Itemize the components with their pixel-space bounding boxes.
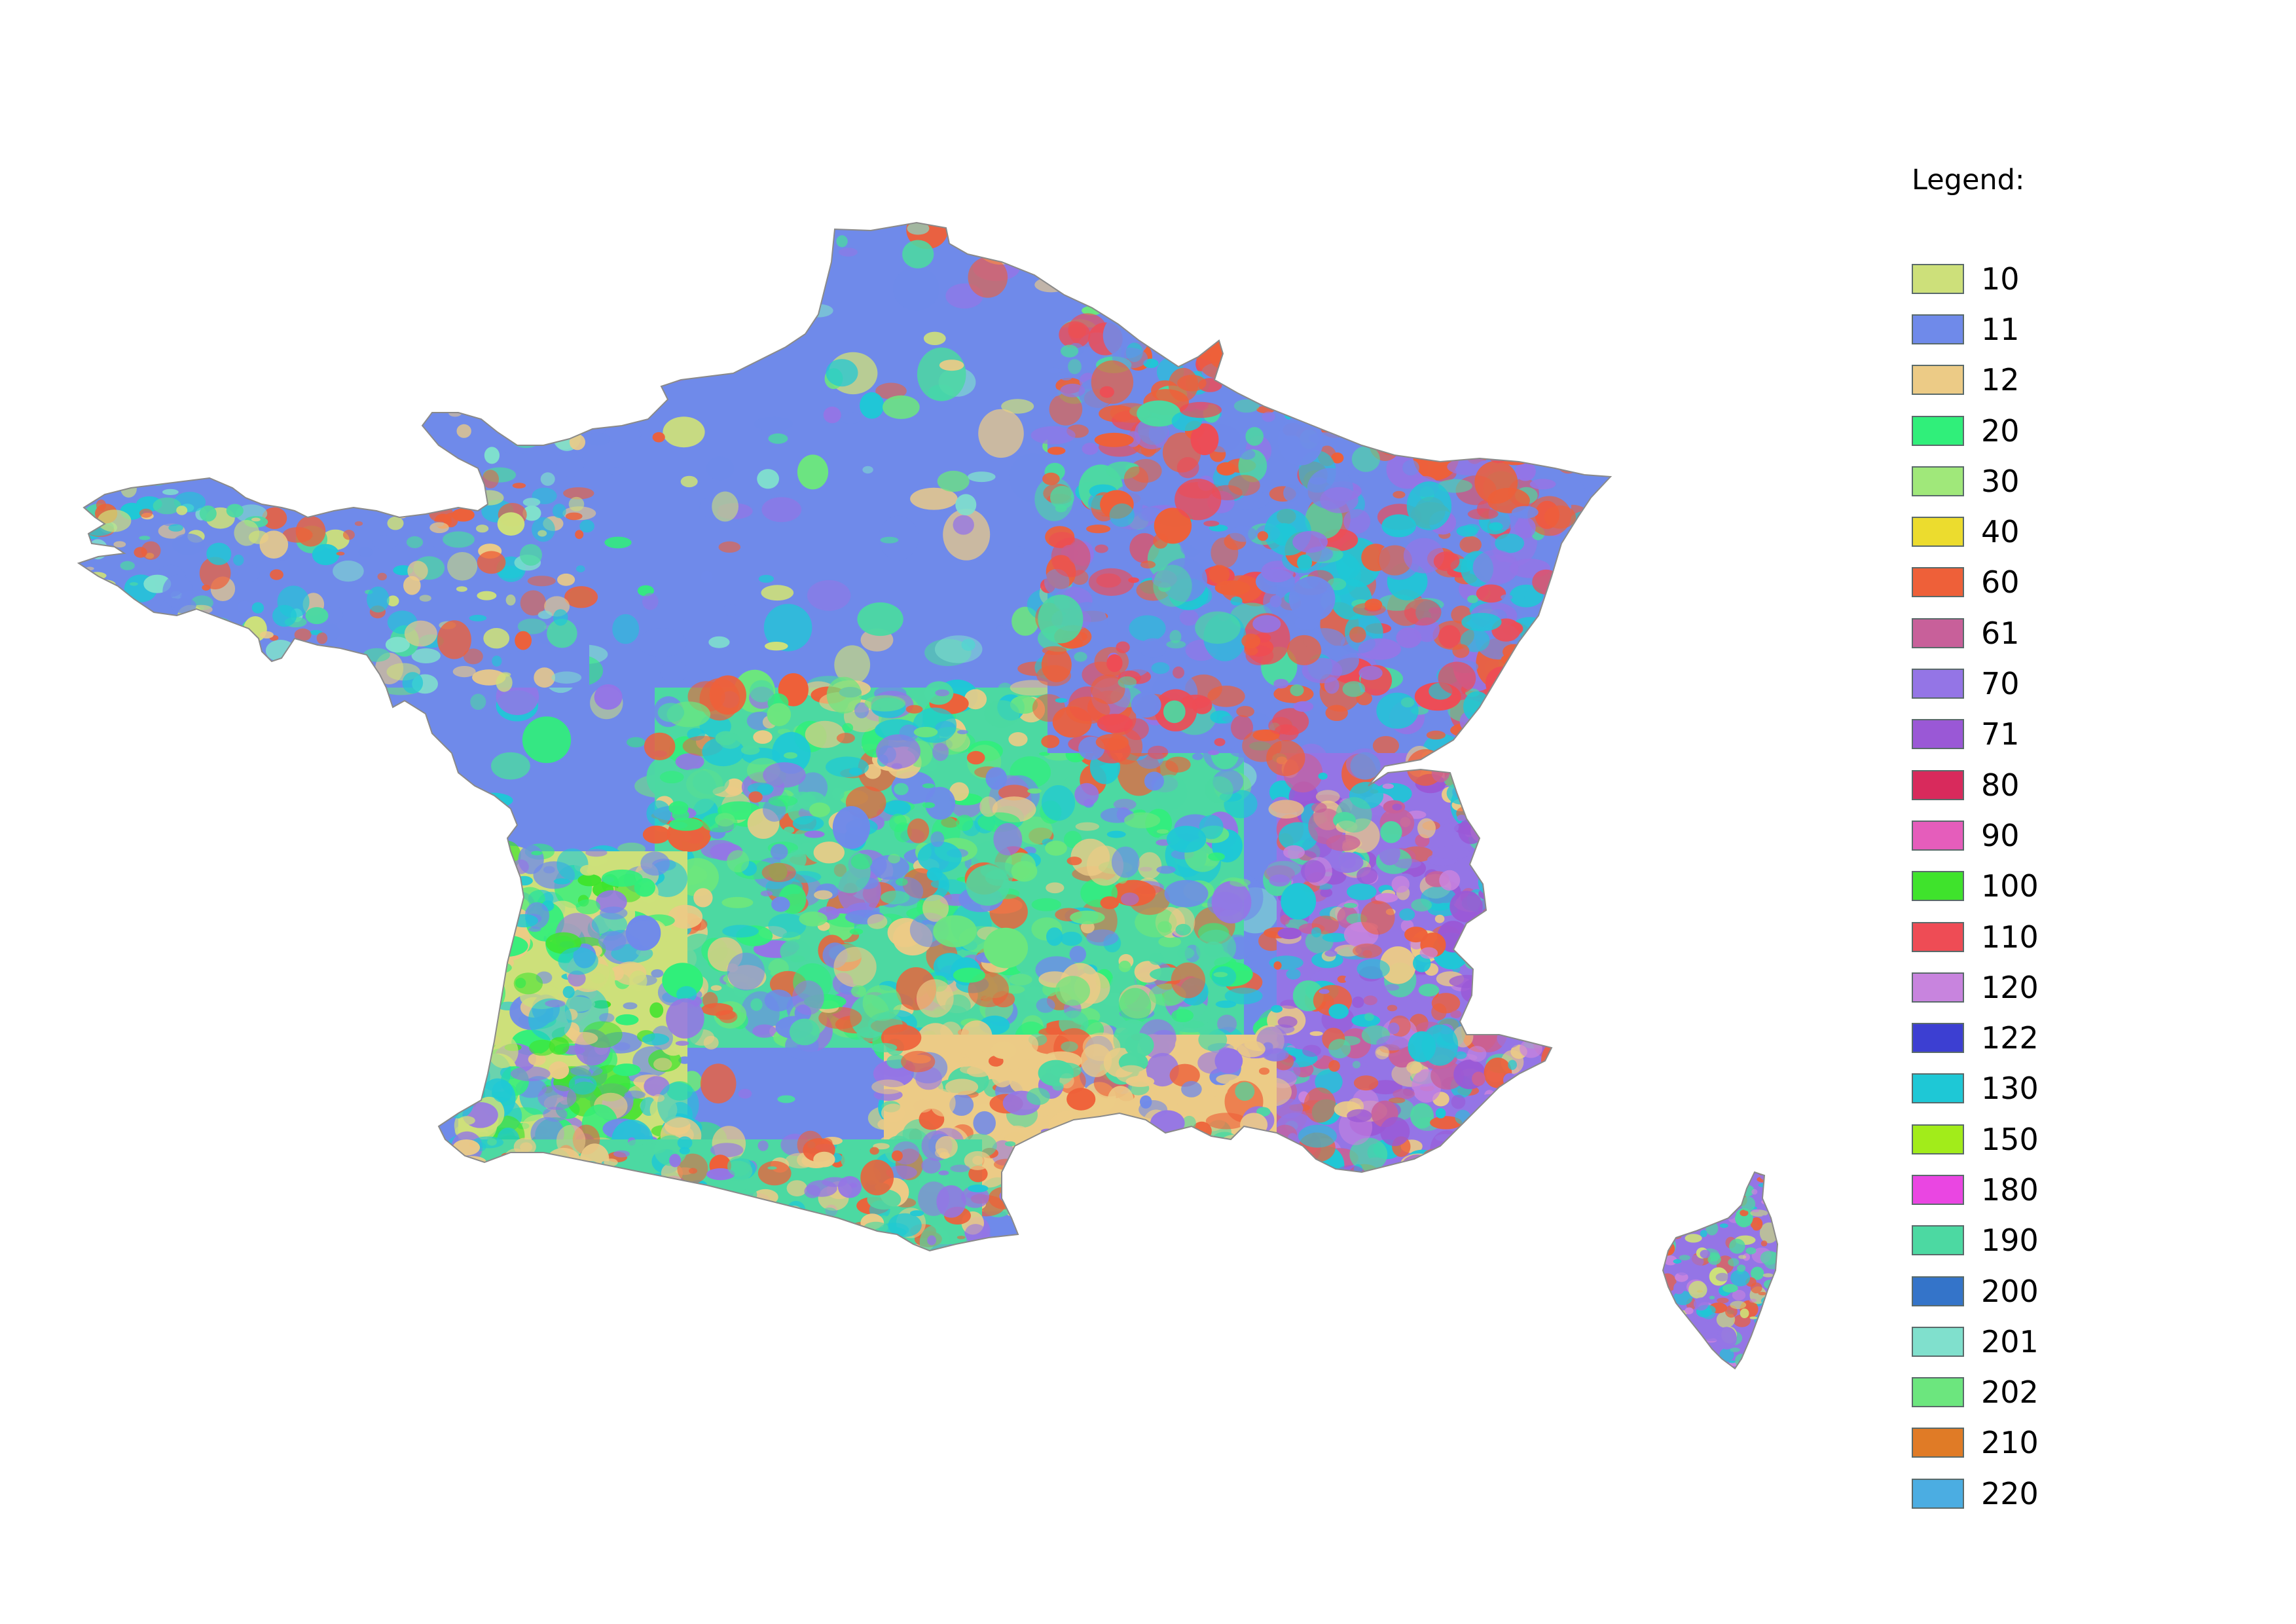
legend-swatch: [1912, 1225, 1964, 1256]
legend-item: 200: [1912, 1266, 2252, 1316]
legend-label: 122: [1981, 1020, 2039, 1056]
legend-item: 130: [1912, 1063, 2252, 1114]
legend-label: 190: [1981, 1223, 2039, 1259]
legend-item: 202: [1912, 1367, 2252, 1418]
legend-item: 70: [1912, 658, 2252, 709]
legend-swatch: [1912, 769, 1964, 800]
legend-item: 210: [1912, 1418, 2252, 1468]
legend-item: 220: [1912, 1468, 2252, 1519]
legend-label: 110: [1981, 919, 2039, 955]
legend-item: 190: [1912, 1215, 2252, 1266]
legend-swatch: [1912, 871, 1964, 902]
legend-swatch: [1912, 618, 1964, 648]
legend-item: 80: [1912, 760, 2252, 810]
legend-swatch: [1912, 719, 1964, 750]
legend-swatch: [1912, 1478, 1964, 1509]
legend-swatch: [1912, 972, 1964, 1003]
france-land-cover-map: [78, 222, 1778, 1369]
legend-label: 202: [1981, 1375, 2039, 1411]
legend-label: 90: [1981, 817, 2020, 853]
legend-label: 60: [1981, 564, 2020, 600]
legend-label: 100: [1981, 868, 2039, 904]
legend-label: 150: [1981, 1121, 2039, 1157]
legend-swatch: [1912, 669, 1964, 699]
legend-item: 10: [1912, 253, 2252, 304]
legend-item: 71: [1912, 709, 2252, 760]
legend-label: 61: [1981, 615, 2020, 651]
legend-swatch: [1912, 1023, 1964, 1054]
legend-label: 180: [1981, 1172, 2039, 1208]
legend-swatch: [1912, 1326, 1964, 1357]
legend-item: 11: [1912, 304, 2252, 354]
legend-label: 11: [1981, 311, 2020, 347]
legend-swatch: [1912, 1124, 1964, 1154]
legend-item: 20: [1912, 405, 2252, 456]
legend-item: 90: [1912, 810, 2252, 860]
legend-swatch: [1912, 1276, 1964, 1306]
legend-label: 40: [1981, 514, 2020, 550]
legend-item: 40: [1912, 506, 2252, 557]
legend-swatch: [1912, 263, 1964, 294]
legend-item: 150: [1912, 1114, 2252, 1164]
legend-title: Legend:: [1912, 164, 2025, 196]
legend-label: 70: [1981, 666, 2020, 702]
legend-swatch: [1912, 1174, 1964, 1205]
legend-label: 71: [1981, 716, 2020, 752]
legend-swatch: [1912, 567, 1964, 598]
legend-swatch: [1912, 517, 1964, 547]
legend-label: 201: [1981, 1323, 2039, 1359]
legend-item: 12: [1912, 355, 2252, 405]
legend-item: 61: [1912, 608, 2252, 658]
legend-swatch: [1912, 921, 1964, 952]
map-area: [78, 222, 1778, 1369]
legend-swatch: [1912, 1073, 1964, 1104]
legend-items: 10 11 12 20 30 40 60 61 70 71 80 90 100 110 120 122 130 1…: [1912, 253, 2252, 1519]
legend-swatch: [1912, 820, 1964, 851]
legend-label: 80: [1981, 767, 2020, 803]
legend-label: 200: [1981, 1273, 2039, 1309]
legend-swatch: [1912, 415, 1964, 446]
legend-swatch: [1912, 1377, 1964, 1408]
legend-label: 12: [1981, 362, 2020, 398]
legend-swatch: [1912, 365, 1964, 396]
legend-item: 100: [1912, 861, 2252, 912]
legend-label: 130: [1981, 1071, 2039, 1107]
legend-item: 201: [1912, 1316, 2252, 1367]
legend-item: 180: [1912, 1164, 2252, 1215]
legend-item: 30: [1912, 456, 2252, 506]
legend-swatch: [1912, 466, 1964, 496]
legend-item: 120: [1912, 962, 2252, 1012]
legend-label: 220: [1981, 1475, 2039, 1511]
legend: Legend: 10 11 12 20 30 40 60 61 70 71 80 90 100 110 12…: [1912, 160, 2252, 1519]
legend-label: 120: [1981, 969, 2039, 1005]
legend-label: 30: [1981, 463, 2020, 499]
legend-label: 20: [1981, 413, 2020, 449]
legend-label: 210: [1981, 1425, 2039, 1461]
legend-swatch: [1912, 314, 1964, 344]
legend-swatch: [1912, 1428, 1964, 1458]
legend-item: 60: [1912, 557, 2252, 608]
legend-label: 10: [1981, 261, 2020, 297]
legend-item: 122: [1912, 1012, 2252, 1063]
legend-item: 110: [1912, 912, 2252, 962]
